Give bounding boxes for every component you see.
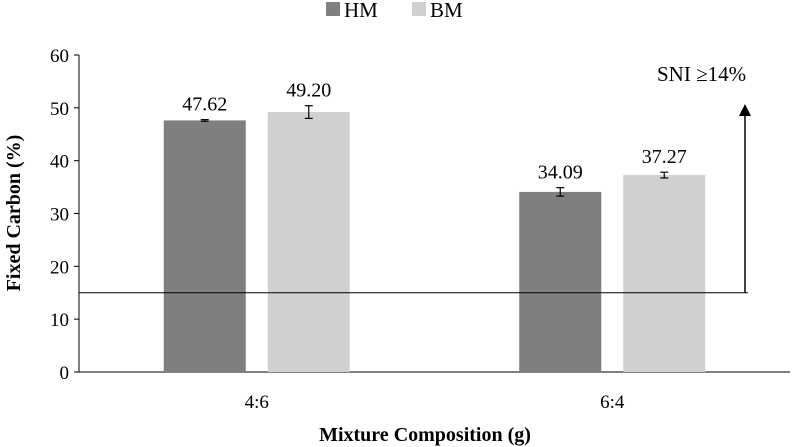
x-axis-title: Mixture Composition (g) (319, 424, 531, 446)
legend-label-hm: HM (344, 0, 378, 22)
legend-label-bm: BM (430, 0, 463, 22)
bar-hm (519, 191, 602, 372)
y-tick-label: 20 (50, 257, 69, 278)
data-label: 49.20 (286, 80, 331, 102)
bar-bm (267, 112, 350, 372)
y-tick-label: 60 (50, 46, 69, 67)
legend-swatch-bm (412, 2, 426, 16)
y-tick-label: 40 (50, 152, 69, 173)
y-tick-label: 50 (50, 99, 69, 120)
plot-area: 0 10 20 30 40 50 60 4:6 47.62 49.20 6:4 34.09 37.27 (50, 46, 790, 413)
x-tick-label: 6:4 (600, 392, 625, 413)
data-label: 37.27 (642, 146, 687, 168)
y-tick-label: 10 (50, 310, 69, 331)
legend-swatch-hm (326, 2, 340, 16)
data-label: 34.09 (538, 162, 583, 184)
legend: HM BM (326, 0, 463, 22)
data-label: 47.62 (182, 94, 227, 116)
reference-line-label: SNI ≥14% (657, 62, 746, 86)
y-tick-label: 30 (50, 205, 69, 226)
reference-arrow-head (739, 104, 751, 116)
bar-bm (623, 175, 706, 372)
y-axis-title: Fixed Carbon (%) (3, 135, 25, 292)
x-tick-label: 4:6 (245, 392, 269, 413)
y-tick-label: 0 (60, 363, 70, 384)
bar-hm (163, 120, 246, 372)
